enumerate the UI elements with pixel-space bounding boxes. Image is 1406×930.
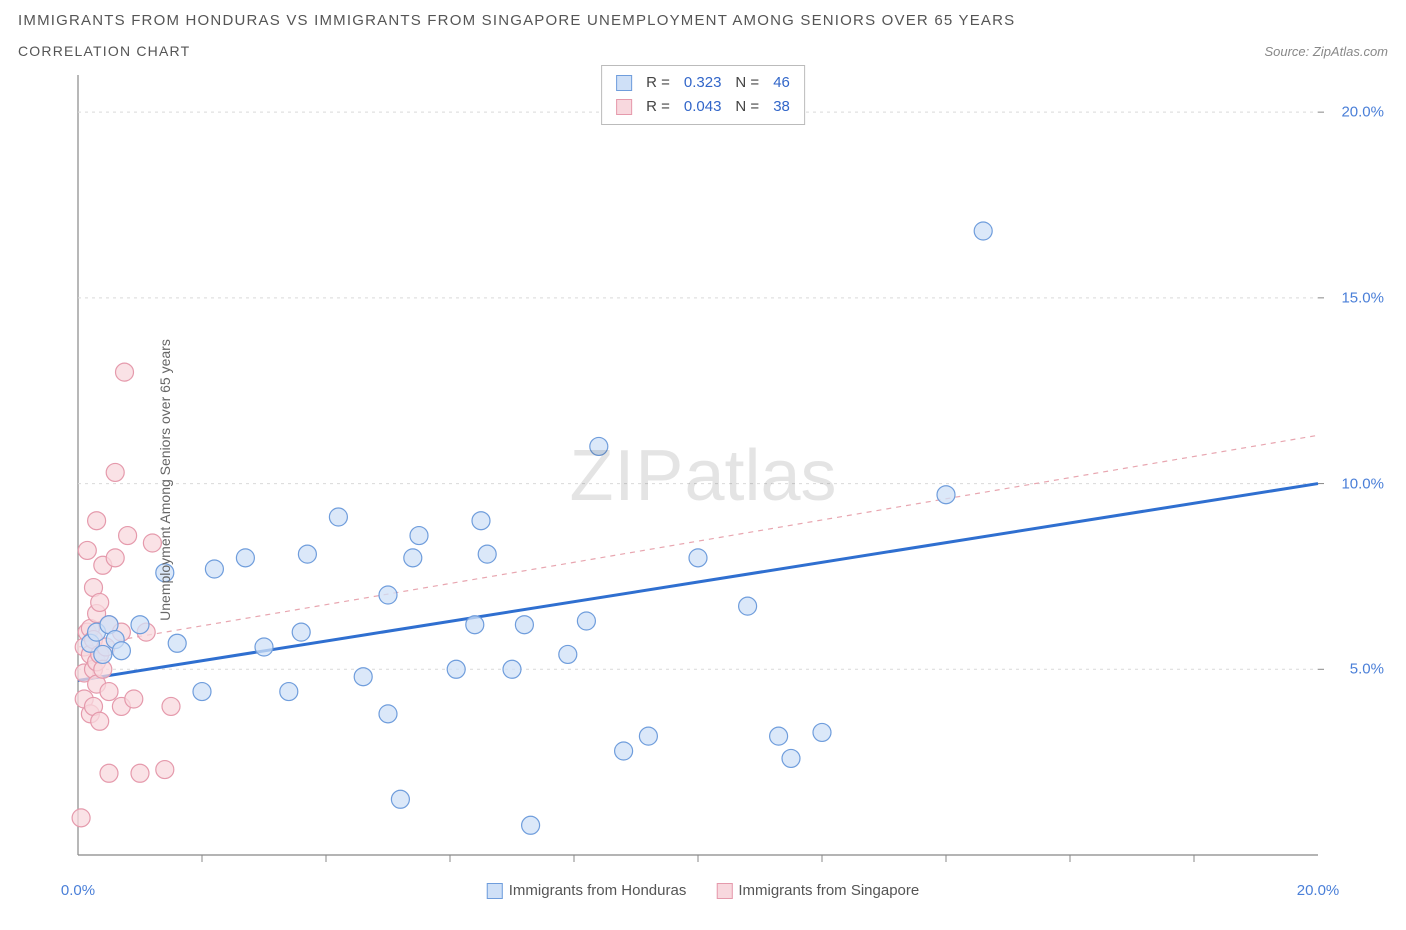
r-value-singapore: 0.043 xyxy=(684,95,722,119)
chart-title: IMMIGRANTS FROM HONDURAS VS IMMIGRANTS F… xyxy=(18,12,1015,29)
correlation-chart: ZIPatlas Unemployment Among Seniors over… xyxy=(18,65,1388,895)
header: IMMIGRANTS FROM HONDURAS VS IMMIGRANTS F… xyxy=(18,12,1388,59)
swatch-singapore xyxy=(716,883,732,899)
swatch-honduras xyxy=(487,883,503,899)
n-value-singapore: 38 xyxy=(773,95,790,119)
x-axis-min-label: 0.0% xyxy=(61,882,95,899)
source-attribution: Source: ZipAtlas.com xyxy=(1264,44,1388,59)
r-value-honduras: 0.323 xyxy=(684,71,722,95)
swatch-honduras xyxy=(616,75,632,91)
y-tick-label: 15.0% xyxy=(1341,289,1384,306)
chart-svg xyxy=(18,65,1388,895)
bottom-legend: Immigrants from Honduras Immigrants from… xyxy=(487,882,919,899)
stats-legend-box: R = 0.323 N = 46 R = 0.043 N = 38 xyxy=(601,65,805,125)
legend-label: Immigrants from Singapore xyxy=(738,882,919,899)
legend-label: Immigrants from Honduras xyxy=(509,882,687,899)
y-tick-label: 5.0% xyxy=(1350,661,1384,678)
y-tick-label: 10.0% xyxy=(1341,475,1384,492)
legend-item-singapore: Immigrants from Singapore xyxy=(716,882,919,899)
legend-item-honduras: Immigrants from Honduras xyxy=(487,882,687,899)
y-axis-label: Unemployment Among Seniors over 65 years xyxy=(157,339,173,621)
swatch-singapore xyxy=(616,99,632,115)
stats-row-honduras: R = 0.323 N = 46 xyxy=(616,71,790,95)
n-value-honduras: 46 xyxy=(773,71,790,95)
stats-row-singapore: R = 0.043 N = 38 xyxy=(616,95,790,119)
chart-subtitle: CORRELATION CHART xyxy=(18,43,1015,59)
y-tick-label: 20.0% xyxy=(1341,104,1384,121)
x-axis-max-label: 20.0% xyxy=(1297,882,1340,899)
